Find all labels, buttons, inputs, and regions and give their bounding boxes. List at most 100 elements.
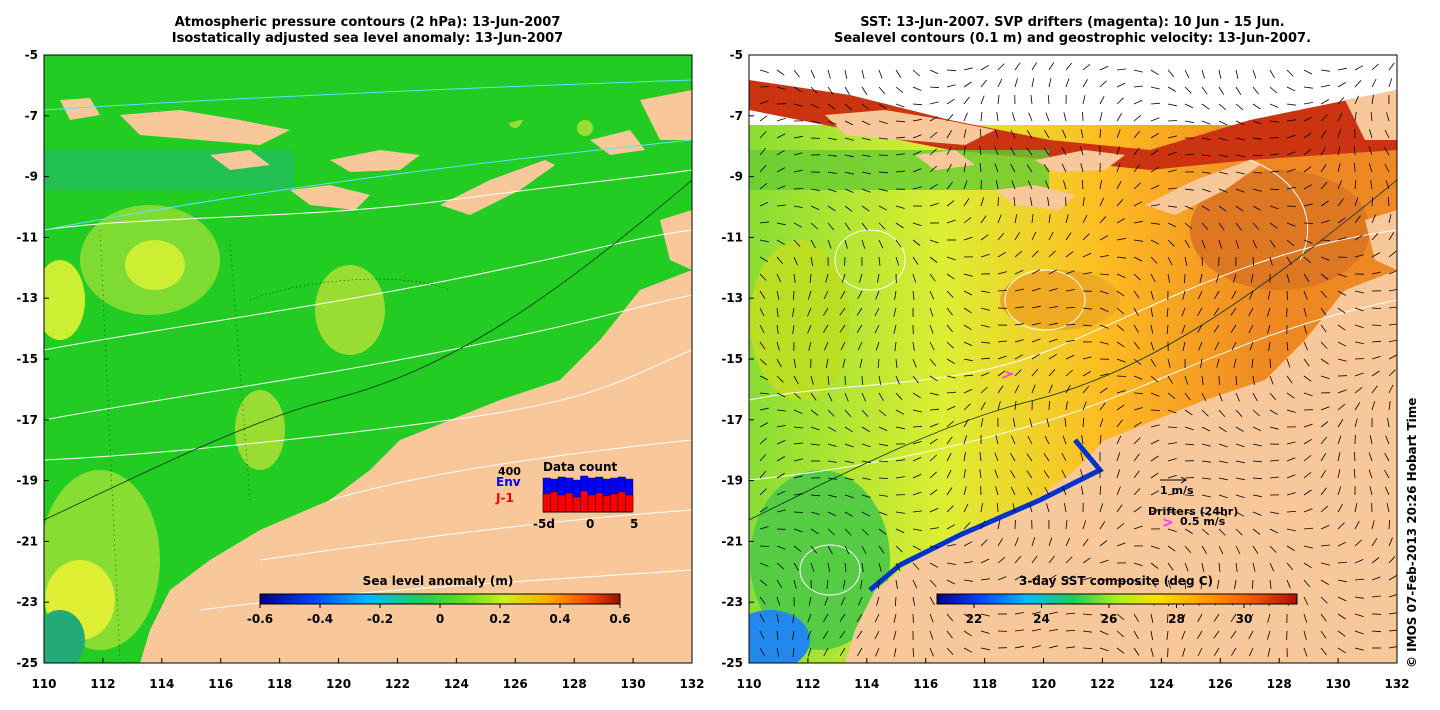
australia-land xyxy=(140,270,692,663)
lon-tick-label: 124 xyxy=(444,677,469,691)
colorbar-tick-label: 28 xyxy=(1168,612,1185,626)
colorbar-tick-label: 0.4 xyxy=(549,612,570,626)
lon-tick-label: 118 xyxy=(267,677,292,691)
island-sumba xyxy=(290,185,370,210)
lat-tick-label: -7 xyxy=(25,109,38,123)
lat-tick-label: -7 xyxy=(730,109,743,123)
inset-xtick-3: 5 xyxy=(630,517,638,531)
lon-tick-label: 120 xyxy=(1031,677,1056,691)
lat-tick-label: -9 xyxy=(730,170,743,184)
lat-tick-label: -5 xyxy=(730,48,743,62)
colorbar-tick-label: 0.6 xyxy=(609,612,630,626)
drifters-title: Drifters (24hr) xyxy=(1148,505,1238,518)
lon-tick-label: 122 xyxy=(385,677,410,691)
colorbar-tick-label: -0.2 xyxy=(367,612,393,626)
lon-tick-label: 114 xyxy=(854,677,879,691)
colorbar-tick-label: 30 xyxy=(1236,612,1253,626)
lon-tick-label: 112 xyxy=(90,677,115,691)
lon-tick-label: 122 xyxy=(1090,677,1115,691)
inset-bar-j1 xyxy=(580,490,589,513)
lat-tick-label: -23 xyxy=(721,595,743,609)
inset-bar-j1 xyxy=(625,494,634,513)
lat-tick-label: -11 xyxy=(721,230,743,244)
lon-tick-label: 116 xyxy=(913,677,938,691)
lat-tick-label: -23 xyxy=(16,595,38,609)
inset-bar-j1 xyxy=(587,494,596,513)
sla-colorbar-title: Sea level anomaly (m) xyxy=(363,574,514,588)
lon-tick-label: 132 xyxy=(1384,677,1409,691)
inset-bar-j1 xyxy=(602,495,611,513)
lat-tick-label: -17 xyxy=(16,413,38,427)
sst-colorbar xyxy=(936,593,1298,605)
inset-bar-j1 xyxy=(565,492,574,513)
colorbar-tick-label: -0.6 xyxy=(247,612,273,626)
lat-tick-label: -21 xyxy=(721,534,743,548)
lon-tick-label: 130 xyxy=(621,677,646,691)
inset-bar-j1 xyxy=(550,491,559,513)
lat-tick-label: -19 xyxy=(721,474,743,488)
lat-tick-label: -15 xyxy=(16,352,38,366)
lon-tick-label: 110 xyxy=(736,677,761,691)
copyright-notice: © IMOS 07-Feb-2013 20:26 Hobart Time xyxy=(1405,397,1419,668)
lon-tick-label: 126 xyxy=(1208,677,1233,691)
drifters-key-label: 0.5 m/s xyxy=(1180,515,1226,528)
inset-bar-j1 xyxy=(595,492,604,513)
lon-tick-label: 110 xyxy=(31,677,56,691)
inset-title: Data count xyxy=(543,460,618,474)
sla-map: Data count 400 Env J-1 -5d 0 5 Sea level… xyxy=(16,48,704,691)
lat-tick-label: -21 xyxy=(16,534,38,548)
colorbar-tick-label: 24 xyxy=(1033,612,1050,626)
colorbar-tick-label: 22 xyxy=(966,612,983,626)
lon-tick-label: 124 xyxy=(1149,677,1174,691)
lon-tick-label: 132 xyxy=(679,677,704,691)
lon-tick-label: 126 xyxy=(503,677,528,691)
velocity-key-label: 1 m/s xyxy=(1160,484,1194,497)
left-panel-title: Atmospheric pressure contours (2 hPa): 1… xyxy=(40,15,695,47)
lon-tick-label: 130 xyxy=(1326,677,1351,691)
sst-colorbar-title: 3-day SST composite (deg C) xyxy=(1019,574,1213,588)
inset-bar-j1 xyxy=(542,493,551,513)
inset-xtick-2: 0 xyxy=(586,517,594,531)
lat-tick-label: -19 xyxy=(16,474,38,488)
island-java xyxy=(120,110,290,145)
right-title-line2: Sealevel contours (0.1 m) and geostrophi… xyxy=(833,31,1312,46)
left-title-line2: Isostatically adjusted sea level anomaly… xyxy=(171,31,564,46)
legend-env: Env xyxy=(496,475,521,489)
inset-xtick-1: -5d xyxy=(533,517,555,531)
lon-tick-label: 120 xyxy=(326,677,351,691)
lon-tick-label: 114 xyxy=(149,677,174,691)
sst-ocean xyxy=(749,55,1397,663)
lon-tick-label: 128 xyxy=(562,677,587,691)
lat-tick-label: -11 xyxy=(16,230,38,244)
colorbar-tick-label: 26 xyxy=(1101,612,1118,626)
inset-bar-j1 xyxy=(572,496,581,513)
inset-max-label: 400 xyxy=(498,465,521,478)
lat-tick-label: -25 xyxy=(16,656,38,670)
velocity-key: 1 m/s Drifters (24hr) > 0.5 m/s xyxy=(1148,476,1238,531)
legend-j1: J-1 xyxy=(495,491,514,505)
island-timor xyxy=(440,160,555,215)
inset-bar-j1 xyxy=(617,491,626,513)
sst-australia-land xyxy=(845,270,1397,663)
right-panel-title: SST: 13-Jun-2007. SVP drifters (magenta)… xyxy=(745,15,1400,47)
lat-tick-label: -25 xyxy=(721,656,743,670)
lat-tick-label: -5 xyxy=(25,48,38,62)
lon-tick-label: 112 xyxy=(795,677,820,691)
lon-tick-label: 128 xyxy=(1267,677,1292,691)
colorbar-tick-label: 0.2 xyxy=(489,612,510,626)
inset-bar-j1 xyxy=(610,493,619,513)
lat-tick-label: -13 xyxy=(721,291,743,305)
lat-tick-label: -15 xyxy=(721,352,743,366)
left-title-line1: Atmospheric pressure contours (2 hPa): 1… xyxy=(174,15,561,30)
lat-tick-label: -9 xyxy=(25,170,38,184)
lon-tick-label: 116 xyxy=(208,677,233,691)
data-count-inset: Data count 400 Env J-1 -5d 0 5 xyxy=(495,460,638,531)
sla-colorbar xyxy=(259,593,621,605)
drifter-track xyxy=(1001,371,1015,379)
lat-tick-label: -13 xyxy=(16,291,38,305)
colorbar-tick-label: -0.4 xyxy=(307,612,333,626)
right-title-line1: SST: 13-Jun-2007. SVP drifters (magenta)… xyxy=(860,15,1285,30)
drifter-key-icon: > xyxy=(1162,515,1174,531)
lat-tick-label: -17 xyxy=(721,413,743,427)
inset-bar-j1 xyxy=(557,494,566,513)
